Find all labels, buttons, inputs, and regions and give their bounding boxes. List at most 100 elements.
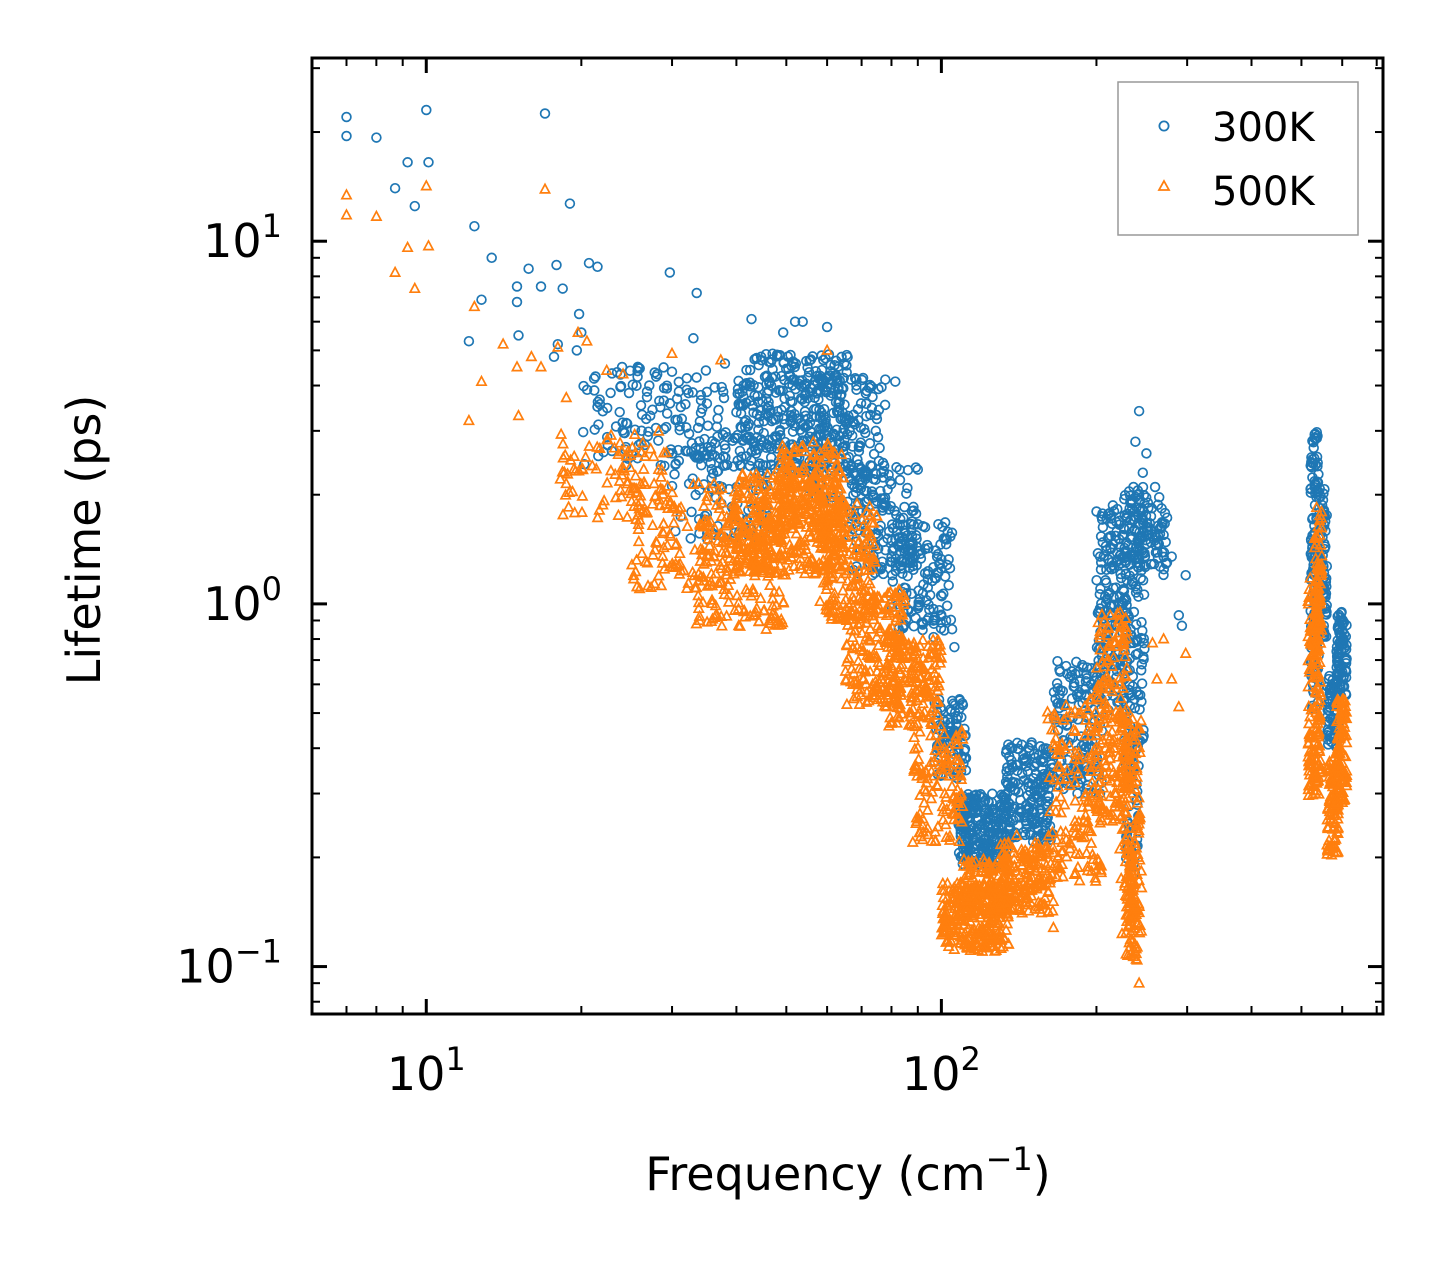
point-300k: [1129, 525, 1140, 536]
point-300k: [787, 426, 799, 437]
point-300k: [1137, 514, 1149, 526]
point-300k: [879, 399, 891, 411]
point-300k: [894, 520, 906, 531]
point-300k: [784, 390, 795, 402]
point-300k: [701, 386, 713, 398]
point-300k: [1118, 522, 1129, 534]
data-points-layer: [340, 104, 1353, 988]
point-300k: [894, 474, 906, 486]
point-300k: [1142, 497, 1154, 508]
point-300k: [887, 576, 899, 587]
point-300k: [1054, 689, 1065, 700]
point-300k: [687, 387, 698, 398]
point-300k: [1075, 688, 1087, 700]
point-300k: [935, 539, 946, 550]
point-300k: [768, 414, 779, 425]
point-300k: [866, 402, 878, 414]
point-300k: [910, 530, 922, 541]
point-300k: [930, 573, 942, 584]
point-300k: [876, 562, 887, 573]
point-300k: [1134, 560, 1146, 571]
point-300k: [981, 803, 993, 815]
point-300k: [734, 445, 746, 457]
point-300k: [943, 580, 954, 591]
point-300k: [760, 460, 772, 471]
point-300k: [928, 618, 940, 629]
point-300k: [686, 506, 697, 518]
point-300k: [1123, 684, 1135, 696]
point-300k: [910, 462, 922, 473]
point-300k: [1051, 678, 1063, 689]
point-300k: [761, 467, 773, 478]
point-300k: [946, 706, 957, 717]
point-300k: [1020, 799, 1032, 811]
point-300k: [1102, 508, 1114, 520]
point-300k: [858, 423, 870, 435]
point-300k: [649, 367, 660, 378]
point-300k: [700, 365, 712, 376]
point-300k: [577, 426, 589, 438]
point-300k: [912, 464, 924, 475]
point-300k: [1071, 656, 1082, 668]
point-300k: [779, 418, 791, 430]
point-300k: [972, 814, 983, 825]
point-300k: [974, 790, 985, 802]
point-300k: [851, 384, 862, 395]
point-300k: [831, 372, 842, 384]
point-300k: [1104, 587, 1115, 599]
point-300k: [1131, 542, 1142, 553]
point-300k: [1160, 558, 1172, 570]
point-300k: [1097, 521, 1109, 533]
point-300k: [957, 697, 968, 709]
point-300k: [960, 752, 972, 764]
point-300k: [861, 410, 872, 422]
point-300k: [1130, 587, 1142, 598]
point-300k: [605, 387, 616, 399]
point-300k: [651, 368, 663, 380]
point-300k: [1011, 765, 1023, 776]
point-300k: [829, 359, 840, 371]
point-300k: [836, 351, 847, 363]
point-300k: [883, 504, 895, 515]
point-300k: [1036, 795, 1047, 806]
point-300k: [802, 420, 814, 431]
point-300k: [1022, 777, 1034, 788]
point-300k: [1105, 562, 1116, 573]
point-300k: [1091, 574, 1102, 586]
point-300k: [915, 553, 927, 564]
point-300k: [891, 525, 903, 537]
point-300k: [1140, 561, 1151, 573]
point-300k: [799, 406, 811, 417]
point-300k: [945, 614, 957, 626]
point-300k: [614, 406, 625, 418]
point-300k: [761, 403, 773, 414]
point-300k: [1136, 678, 1148, 689]
point-300k: [1012, 759, 1023, 771]
point-300k: [660, 421, 672, 433]
point-300k: [874, 442, 885, 454]
point-300k: [809, 392, 820, 404]
point-300k: [716, 381, 727, 393]
point-300k: [687, 473, 698, 484]
point-300k: [590, 371, 601, 382]
point-300k: [676, 413, 688, 425]
point-300k: [654, 395, 665, 407]
point-300k: [717, 386, 729, 397]
point-300k: [738, 380, 749, 391]
point-300k: [856, 374, 868, 386]
point-300k: [743, 418, 755, 429]
point-300k: [794, 424, 806, 436]
point-300k: [871, 413, 883, 425]
point-300k: [1025, 827, 1036, 838]
point-300k: [885, 478, 897, 490]
point-300k: [670, 459, 681, 470]
point-300k: [754, 411, 766, 422]
point-300k: [623, 387, 635, 399]
point-300k: [859, 466, 871, 477]
point-300k: [748, 380, 759, 391]
point-300k: [1127, 575, 1138, 587]
point-300k: [975, 789, 986, 800]
point-300k: [1098, 551, 1110, 562]
point-300k: [912, 519, 924, 530]
point-300k: [1152, 499, 1164, 511]
